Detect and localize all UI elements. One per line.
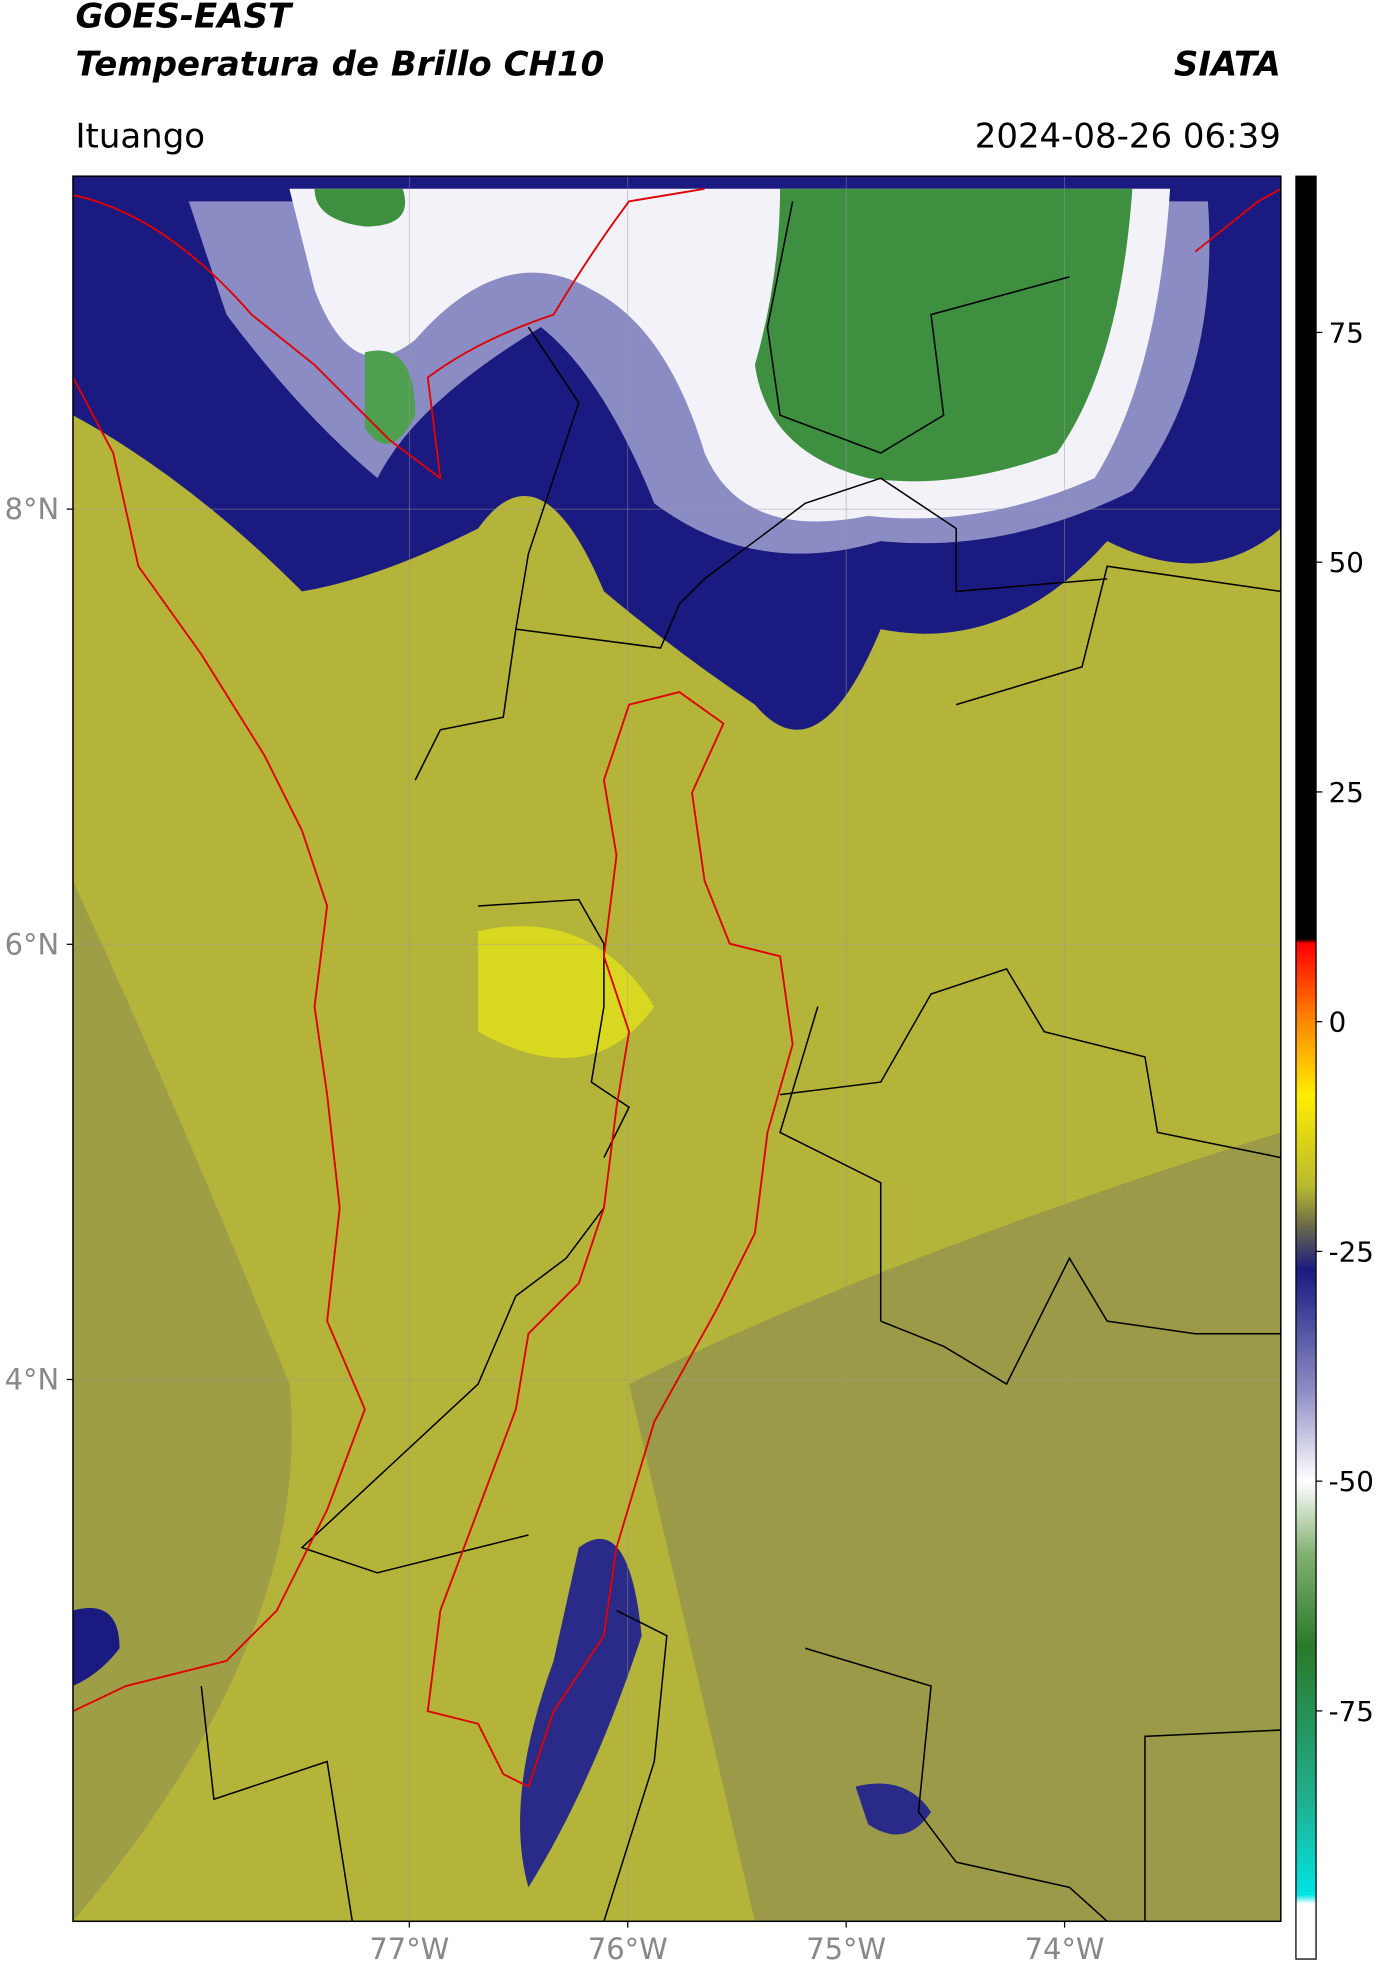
lon-tick-label: 74°W <box>1025 1932 1105 1966</box>
map-frame <box>72 175 1282 1923</box>
colorbar-tick-label: -75 <box>1329 1695 1374 1728</box>
colorbar-tick-label: 75 <box>1329 316 1364 349</box>
lat-tick-label: 4°N <box>5 1363 60 1397</box>
lon-tick-label: 75°W <box>806 1932 886 1966</box>
timestamp: 2024-08-26 06:39 <box>975 116 1281 156</box>
lat-tick-label: 8°N <box>5 492 60 526</box>
colorbar <box>1295 175 1317 1960</box>
satellite-title: GOES-EAST <box>75 0 293 37</box>
colorbar-tick-label: -25 <box>1329 1235 1374 1268</box>
product-title: Temperatura de Brillo CH10 <box>75 45 604 85</box>
location: Ituango <box>75 116 205 156</box>
colorbar-tick-label: -50 <box>1329 1465 1374 1498</box>
colorbar-tick-label: 25 <box>1329 776 1364 809</box>
agency: SIATA <box>1174 45 1281 85</box>
colorbar-tick-label: 50 <box>1329 546 1364 579</box>
colorbar-tick-label: 0 <box>1329 1006 1347 1039</box>
map-image <box>72 176 1281 1922</box>
lat-tick-label: 6°N <box>5 927 60 961</box>
lon-tick-label: 76°W <box>588 1932 668 1966</box>
lon-tick-label: 77°W <box>369 1932 449 1966</box>
